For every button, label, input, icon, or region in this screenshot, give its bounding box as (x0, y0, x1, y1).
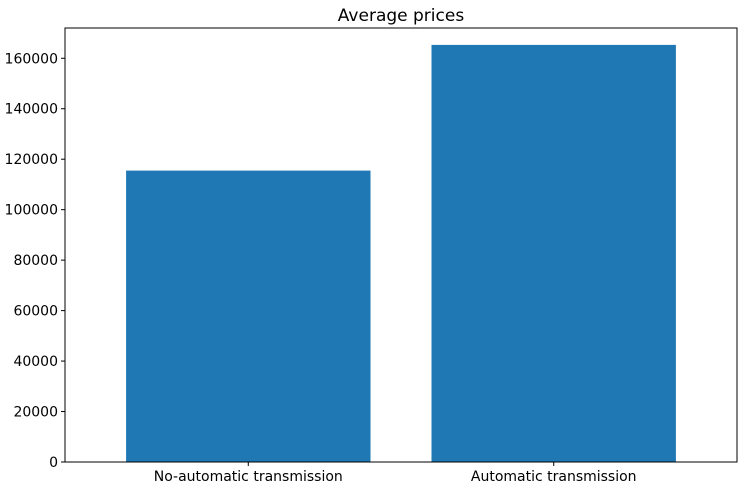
y-tick-label-0: 0 (49, 455, 58, 471)
bar-1 (431, 44, 676, 463)
bar-0 (126, 170, 371, 462)
y-tick-label-4: 80000 (13, 253, 58, 269)
y-tick-label-2: 40000 (13, 354, 58, 370)
y-tick-label-6: 120000 (5, 152, 58, 168)
y-tick-label-3: 60000 (13, 304, 58, 320)
y-tick-label-8: 160000 (5, 51, 58, 67)
plot-frame (64, 27, 738, 463)
x-tick-label-0: No-automatic transmission (154, 469, 343, 485)
y-tick-label-5: 100000 (5, 203, 58, 219)
chart-title: Average prices (338, 6, 465, 26)
y-tick-label-7: 140000 (5, 102, 58, 118)
x-tick-label-1: Automatic transmission (471, 469, 637, 485)
y-tick-label-1: 20000 (13, 405, 58, 421)
